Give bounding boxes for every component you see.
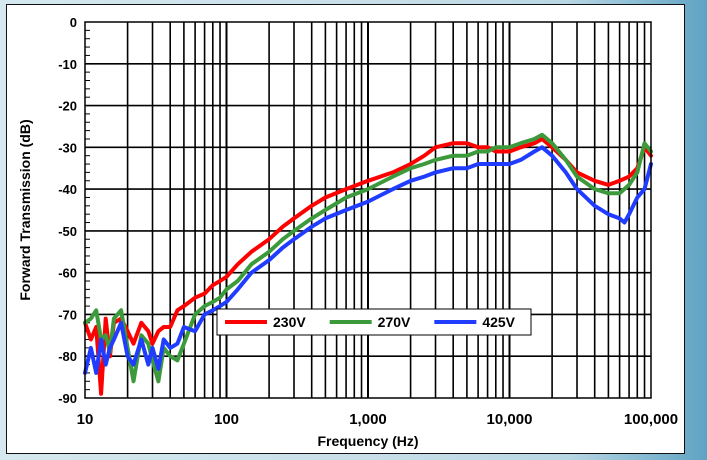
chart-frame: 0 -10 -20 -30 -40 -50 -60 -70 -80 -90 10 100 1,000 10…: [6, 4, 685, 454]
series-lines: [83, 132, 653, 396]
series-line-270v: [83, 132, 653, 384]
x-tick-label: 10: [77, 411, 94, 428]
legend-label-270v: 270V: [378, 314, 411, 330]
y-tick-label: -70: [58, 307, 77, 322]
y-tick-label: -60: [58, 266, 77, 281]
y-tick-label: -40: [58, 182, 77, 197]
y-tick-label: 0: [70, 15, 77, 30]
legend-box: [216, 308, 532, 336]
x-tick-label: 100: [214, 411, 239, 428]
x-tick-label: 10,000: [487, 411, 533, 428]
series-line-425v: [83, 145, 653, 375]
y-tick-label: -30: [58, 140, 77, 155]
x-tick-label: 1,000: [349, 411, 387, 428]
legend: 230V 270V 425V: [216, 308, 532, 336]
y-tick-label: -10: [58, 57, 77, 72]
series-line-230v: [83, 137, 653, 396]
y-tick-label: -80: [58, 349, 77, 364]
plot-area-border: [84, 21, 652, 399]
y-tick-label: -20: [58, 99, 77, 114]
legend-label-230v: 230V: [273, 314, 306, 330]
legend-label-425v: 425V: [482, 314, 515, 330]
y-axis-title: Forward Transmission (dB): [17, 119, 33, 300]
x-tick-label: 100,000: [624, 411, 678, 428]
x-axis-title: Frequency (Hz): [317, 433, 418, 449]
y-tick-label: -50: [58, 224, 77, 239]
y-tick-label: -90: [58, 391, 77, 406]
grid: [85, 22, 651, 398]
